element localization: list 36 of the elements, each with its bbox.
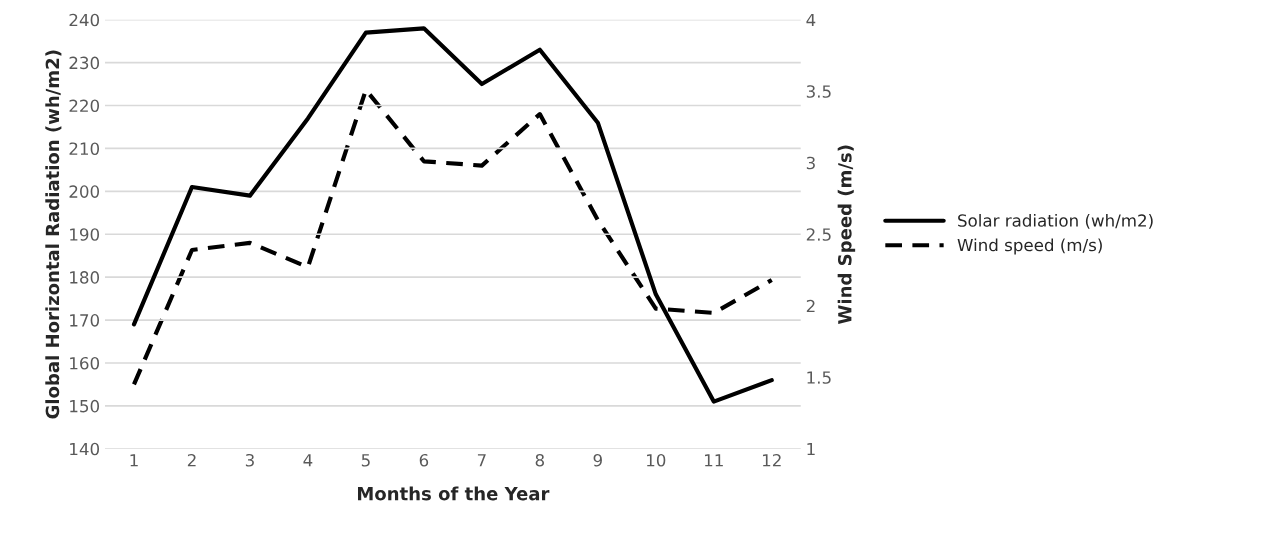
x-axis-title: Months of the Year: [358, 486, 550, 501]
legend-label: Wind speed (m/s): [957, 238, 1102, 255]
x-tick-label: 1: [130, 454, 138, 467]
y-tick-label: 220: [69, 99, 100, 113]
y-tick-label: 140: [70, 442, 100, 456]
y-tick-label: 210: [69, 142, 100, 156]
x-tick-label: 5: [361, 454, 370, 467]
x-tick-label: 7: [477, 454, 486, 467]
y-tick-label: 160: [70, 356, 100, 370]
y-tick-label: 200: [69, 185, 100, 198]
y2-tick-label: 4: [806, 13, 816, 27]
y-tick-label: 180: [70, 271, 100, 284]
y-tick-label: 150: [70, 399, 100, 413]
x-tick-label: 6: [419, 453, 429, 467]
y2-axis-title: Wind Speed (m/s): [837, 145, 856, 324]
x-tick-label: 3: [245, 453, 254, 467]
y-axis-title: Global Horizontal Radiation (wh/m2): [45, 50, 62, 419]
y2-tick-label: 3.5: [806, 85, 831, 98]
x-tick-label: 11: [705, 454, 723, 467]
y-tick-label: 230: [69, 56, 100, 70]
y2-tick-label: 3: [806, 156, 815, 170]
x-tick-label: 2: [187, 453, 196, 467]
y2-tick-label: 2: [806, 299, 815, 313]
x-tick-label: 8: [535, 453, 544, 467]
line-series: [131, 26, 774, 404]
x-tick-label: 12: [762, 453, 781, 467]
x-tick-label: 10: [647, 453, 666, 467]
legend-label: Solar radiation (wh/m2): [958, 213, 1153, 229]
y-tick-label: 190: [70, 228, 100, 241]
y2-tick-label: 1: [807, 442, 815, 456]
y-tick-label: 240: [69, 13, 100, 27]
x-tick-label: 4: [303, 454, 313, 467]
x-tick-label: 9: [593, 453, 602, 467]
y2-tick-label: 2.5: [806, 228, 831, 241]
y-tick-label: 170: [70, 314, 100, 327]
y2-tick-label: 1.5: [807, 371, 831, 384]
